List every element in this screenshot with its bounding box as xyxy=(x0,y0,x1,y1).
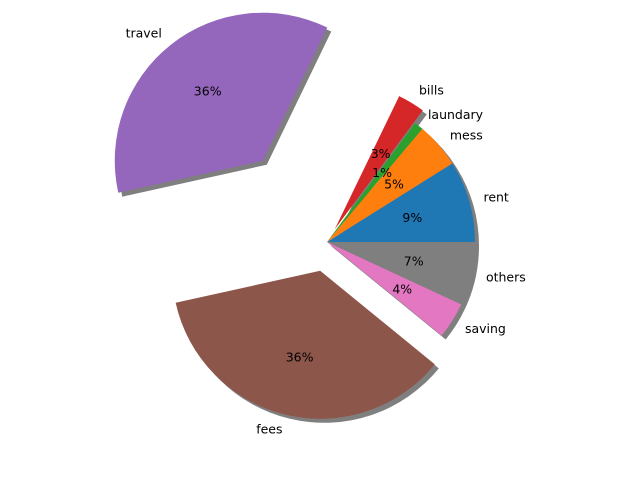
category-label-saving: saving xyxy=(465,321,506,336)
slice-saving xyxy=(327,242,462,336)
slice-bills xyxy=(334,96,423,230)
category-label-travel: travel xyxy=(126,25,162,40)
percent-label-laundary: 1% xyxy=(372,165,392,180)
category-label-others: others xyxy=(486,270,526,285)
percent-label-others: 7% xyxy=(404,254,424,269)
percent-label-travel: 36% xyxy=(194,84,222,99)
category-label-rent: rent xyxy=(483,190,508,205)
slice-wedges xyxy=(114,12,475,419)
slice-travel xyxy=(114,12,328,193)
slice-rent xyxy=(327,163,475,242)
slice-laundary xyxy=(327,123,423,242)
percent-label-bills: 3% xyxy=(371,146,391,161)
percent-label-mess: 5% xyxy=(384,176,404,191)
slice-fees xyxy=(175,270,435,419)
category-label-laundary: laundary xyxy=(428,107,484,122)
category-label-fees: fees xyxy=(256,422,282,437)
category-label-mess: mess xyxy=(450,128,483,143)
percent-label-saving: 4% xyxy=(392,282,412,297)
slice-others xyxy=(327,242,475,305)
percent-label-rent: 9% xyxy=(402,210,422,225)
category-label-bills: bills xyxy=(419,83,444,98)
percent-label-fees: 36% xyxy=(286,350,314,365)
slice-labels: rent 9% mess 5% laundary 1% bills 3% travel 36% fe… xyxy=(126,25,526,436)
slice-mess xyxy=(327,128,453,242)
